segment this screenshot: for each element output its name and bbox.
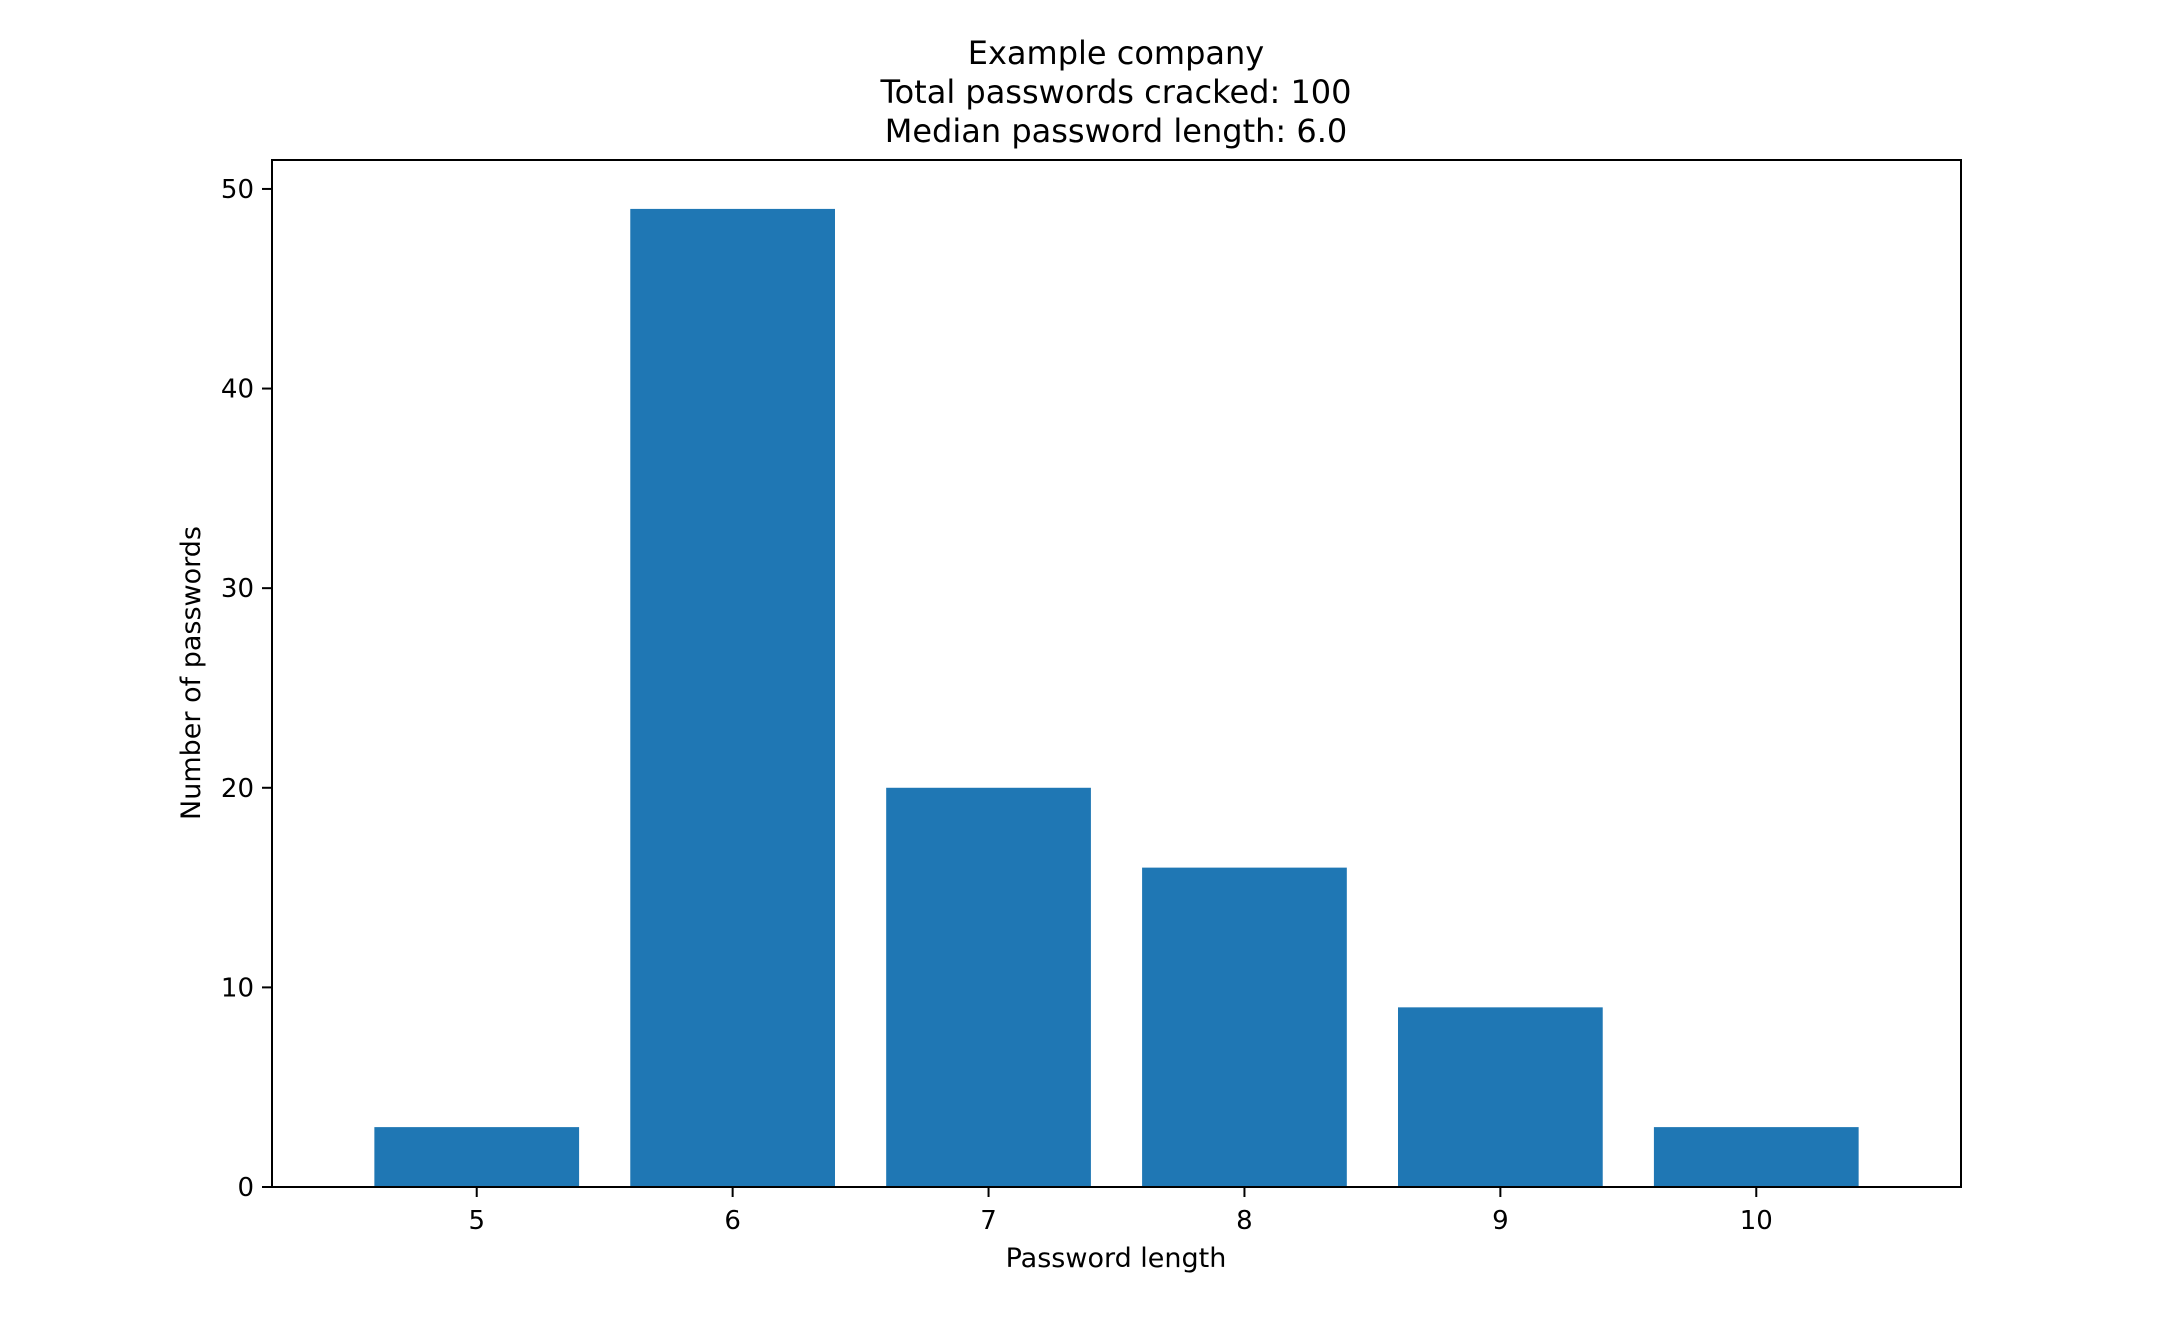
y-tick-label: 30 <box>221 574 254 604</box>
chart-title-line-2: Total passwords cracked: 100 <box>879 73 1351 111</box>
x-tick-label: 8 <box>1236 1206 1253 1236</box>
x-tick-label: 6 <box>724 1206 741 1236</box>
y-tick-label: 40 <box>221 375 254 405</box>
chart-title-line-1: Example company <box>968 34 1264 72</box>
plot-area-frame <box>271 159 1962 1188</box>
bar-length-7 <box>886 787 1091 1187</box>
x-tick-label: 9 <box>1492 1206 1509 1236</box>
bar-length-6 <box>630 208 835 1187</box>
bar-length-9 <box>1398 1007 1603 1187</box>
y-tick-label: 50 <box>221 175 254 205</box>
bar-length-8 <box>1142 867 1347 1187</box>
bar-length-10 <box>1653 1127 1859 1187</box>
chart-title-line-3: Median password length: 6.0 <box>885 112 1348 150</box>
bars <box>374 208 1859 1187</box>
y-tick-label: 20 <box>221 774 254 804</box>
x-axis-label: Password length <box>1006 1243 1227 1274</box>
y-tick-label: 10 <box>221 973 254 1003</box>
y-tick-label: 0 <box>237 1173 254 1203</box>
x-tick-label: 5 <box>468 1206 485 1236</box>
y-axis-label: Number of passwords <box>176 526 207 820</box>
x-axis-ticks: 5 6 7 8 9 10 <box>468 1187 1773 1236</box>
x-tick-label: 7 <box>980 1206 997 1236</box>
bar-length-5 <box>374 1127 580 1187</box>
y-axis-ticks: 0 10 20 30 40 50 <box>221 175 272 1203</box>
chart-title: Example company Total passwords cracked:… <box>879 34 1351 150</box>
x-tick-label: 10 <box>1740 1206 1773 1236</box>
